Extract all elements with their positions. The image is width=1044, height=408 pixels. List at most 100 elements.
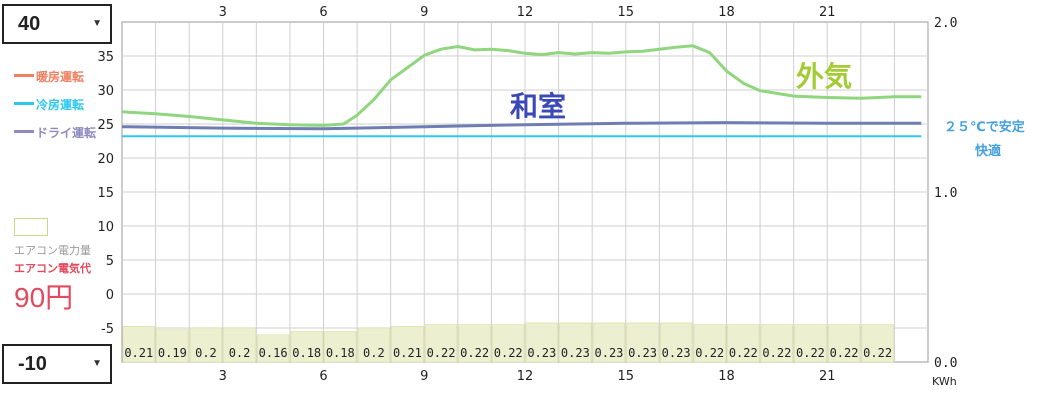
kwh-data-label: 0.23 (662, 346, 691, 360)
x-tick-label-top: 6 (319, 5, 327, 20)
y-tick-label: 15 (97, 186, 114, 201)
heating-swatch (14, 74, 34, 77)
x-tick-label-top: 3 (219, 5, 227, 20)
stable-note: ２５℃で安定 (944, 119, 1025, 135)
kwh-data-label: 0.2 (363, 346, 385, 360)
kwh-bar (626, 322, 659, 363)
kwh-data-label: 0.18 (292, 346, 321, 360)
kwh-bar (861, 324, 894, 363)
cost-value: 90円 (14, 282, 74, 313)
y-tick-label: 30 (97, 84, 114, 99)
kwh-bars (122, 322, 894, 363)
kwh-bar (156, 329, 189, 363)
kwh-tick-label: 1.0 (934, 186, 957, 201)
kwh-bar (257, 334, 290, 363)
y-tick-label: -5 (101, 322, 114, 337)
kwh-tick-label: 2.0 (934, 16, 957, 31)
kwh-data-label: 0.22 (762, 346, 791, 360)
dry-swatch (14, 130, 34, 133)
kwh-data-label: 0.16 (259, 346, 288, 360)
kwh-unit-label: KWh (932, 375, 957, 388)
chevron-down-icon: ▼ (92, 18, 102, 29)
kwh-data-label: 0.21 (393, 346, 422, 360)
kwh-data-label: 0.23 (561, 346, 590, 360)
x-tick-label-bottom: 15 (617, 369, 634, 384)
kwh-data-label: 0.22 (863, 346, 892, 360)
kwh-data-label: 0.22 (729, 346, 758, 360)
min-temp-value: -10 (18, 352, 47, 375)
kwh-bar (592, 322, 626, 363)
power-amount-label: エアコン電力量 (14, 244, 91, 257)
kwh-bar (693, 324, 726, 363)
kwh-data-label: 0.23 (527, 346, 556, 360)
kwh-bar (324, 331, 357, 363)
kwh-bar (357, 327, 390, 363)
comfort-note: 快適 (975, 143, 1001, 159)
cost-label: エアコン電気代 (14, 262, 91, 275)
kwh-bar (492, 324, 525, 363)
kwh-data-label: 0.19 (158, 346, 187, 360)
y-tick-label: 20 (97, 152, 114, 167)
kwh-bar (458, 324, 491, 363)
kwh-bar (525, 322, 558, 363)
kwh-bar (559, 322, 592, 363)
kwh-bar (660, 322, 693, 363)
outdoor-annotation: 外気 (796, 60, 852, 93)
kwh-bar (122, 325, 155, 363)
kwh-bar (189, 327, 223, 363)
x-tick-label-top: 15 (617, 5, 634, 20)
x-tick-label-bottom: 21 (819, 369, 836, 384)
legend-cooling-label: 冷房運転 (36, 98, 85, 112)
kwh-data-label: 0.2 (195, 346, 217, 360)
kwh-data-label: 0.21 (124, 346, 153, 360)
room-annotation: 和室 (510, 90, 566, 123)
x-tick-label-bottom: 6 (319, 369, 327, 384)
series-lines (121, 44, 922, 138)
x-tick-label-bottom: 3 (219, 369, 227, 384)
y-tick-label: 35 (97, 50, 114, 65)
kwh-tick-label: 0.0 (934, 356, 957, 371)
min-temp-select[interactable]: -10 ▼ (2, 344, 112, 384)
kwh-data-label: 0.22 (427, 346, 456, 360)
x-tick-label-bottom: 9 (420, 369, 428, 384)
x-tick-label-bottom: 18 (718, 369, 735, 384)
kwh-bar (290, 331, 323, 363)
series-line-和室 (121, 121, 922, 131)
x-tick-label-top: 18 (718, 5, 735, 20)
kwh-data-label: 0.22 (830, 346, 859, 360)
legend-heating-label: 暖房運転 (36, 70, 85, 84)
kwh-data-label: 0.18 (326, 346, 355, 360)
kwh-data-label: 0.23 (628, 346, 657, 360)
legend-cooling: 冷房運転 (14, 96, 84, 113)
kwh-bar (794, 324, 827, 363)
chart-grid (121, 21, 929, 363)
y-tick-label: 25 (97, 118, 114, 133)
max-temp-select[interactable]: 40 ▼ (2, 4, 112, 44)
chevron-down-icon: ▼ (92, 358, 102, 369)
axis-labels: 35 30 25 20 15 10 5 0 -5 2.0 1.0 0.0 KWh 3 3 6 6 9 9 12 12 15… (97, 5, 957, 388)
x-tick-label-top: 21 (819, 5, 836, 20)
x-tick-label-top: 12 (517, 5, 534, 20)
kwh-data-label: 0.22 (695, 346, 724, 360)
kwh-bar (424, 324, 458, 363)
power-amount-swatch (14, 218, 48, 236)
kwh-data-label: 0.23 (595, 346, 624, 360)
legend-dry-label: ドライ運転 (36, 126, 97, 140)
legend-heating: 暖房運転 (14, 68, 84, 85)
kwh-data-label: 0.22 (494, 346, 523, 360)
kwh-bar (223, 327, 256, 363)
y-tick-label: 10 (97, 220, 114, 235)
kwh-data-label: 0.22 (460, 346, 489, 360)
series-line-外気 (121, 44, 922, 127)
cooling-swatch (14, 102, 34, 105)
legend-dry: ドライ運転 (14, 124, 96, 141)
kwh-data-label: 0.2 (229, 346, 251, 360)
kwh-bar (760, 324, 793, 363)
y-tick-label: 5 (106, 254, 114, 269)
x-tick-label-bottom: 12 (517, 369, 534, 384)
y-tick-label: 0 (106, 288, 114, 303)
kwh-bar (391, 325, 424, 363)
kwh-data-label: 0.22 (796, 346, 825, 360)
kwh-bar (827, 324, 861, 363)
